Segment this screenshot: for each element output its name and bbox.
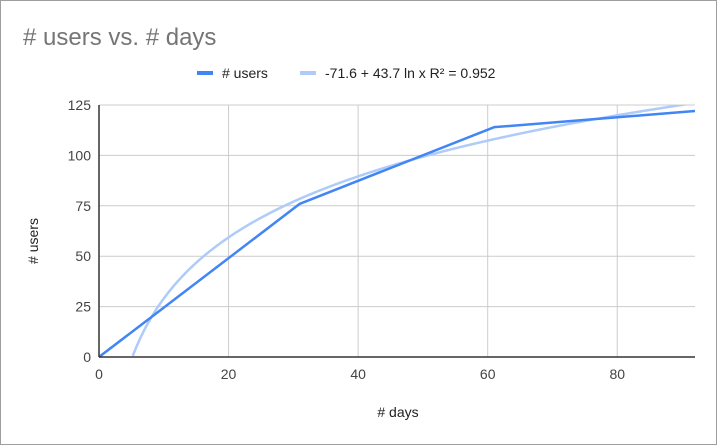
x-tick-label-0: 0: [95, 366, 103, 382]
y-axis-title: # users: [25, 218, 41, 264]
x-axis-title: # days: [377, 404, 418, 420]
axes: [98, 105, 695, 358]
x-tick-label-1: 20: [221, 366, 237, 382]
trendline-series-line: [131, 105, 690, 357]
y-tick-label-4: 100: [68, 147, 92, 163]
x-tick-label-2: 40: [350, 366, 366, 382]
legend-label-trendline: -71.6 + 43.7 ln x R² = 0.952: [325, 65, 496, 81]
x-axis-ticks: 0 20 40 60 80: [95, 366, 625, 382]
y-axis-ticks: 0 25 50 75 100 125: [68, 97, 92, 365]
x-tick-label-3: 60: [480, 366, 496, 382]
y-tick-label-5: 125: [68, 97, 92, 113]
y-tick-label-3: 75: [75, 198, 91, 214]
chart-title: # users vs. # days: [23, 24, 216, 51]
series-layer: [98, 105, 696, 358]
y-tick-label-2: 50: [75, 248, 91, 264]
users-series-line: [99, 109, 695, 358]
y-tick-label-0: 0: [83, 349, 91, 365]
gridlines: [99, 104, 695, 357]
x-tick-label-4: 80: [609, 366, 625, 382]
legend: # users -71.6 + 43.7 ln x R² = 0.952: [197, 65, 496, 81]
legend-label-users: # users: [222, 65, 268, 81]
y-tick-label-1: 25: [75, 299, 91, 315]
